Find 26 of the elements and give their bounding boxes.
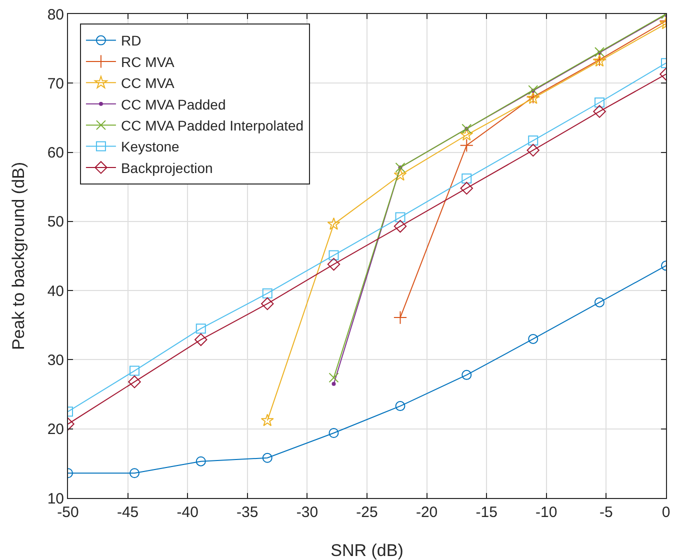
legend-label: Keystone — [120, 138, 180, 155]
legend-label: RC MVA — [120, 54, 176, 70]
x-tick-label: -35 — [236, 504, 258, 521]
x-tick-label: -40 — [176, 504, 198, 521]
x-tick-label: -30 — [296, 504, 318, 521]
x-tick-label: 0 — [662, 504, 670, 521]
y-tick-label: 80 — [47, 6, 64, 24]
y-tick-label: 70 — [47, 75, 64, 92]
legend-label: Backprojection — [120, 160, 213, 176]
y-tick-label: 50 — [47, 214, 64, 231]
legend-label: CC MVA Padded Interpolated — [120, 118, 304, 134]
legend-label: CC MVA — [120, 75, 176, 92]
x-tick-label: -20 — [416, 504, 438, 521]
x-tick-label: -25 — [356, 504, 378, 521]
x-tick-label: -10 — [536, 504, 558, 521]
y-axis-title: Peak to background (dB) — [9, 162, 28, 350]
legend-label: RD — [120, 32, 142, 49]
x-axis-title: SNR (dB) — [330, 541, 404, 560]
legend-label: CC MVA Padded — [120, 96, 226, 112]
y-tick-label: 60 — [47, 144, 64, 162]
x-tick-label: -15 — [476, 504, 498, 521]
x-tick-label: -5 — [600, 504, 613, 521]
y-tick-label: 30 — [47, 352, 64, 369]
y-tick-label: 40 — [47, 282, 64, 300]
x-tick-label: -45 — [116, 504, 139, 521]
y-tick-label: 20 — [47, 421, 64, 438]
